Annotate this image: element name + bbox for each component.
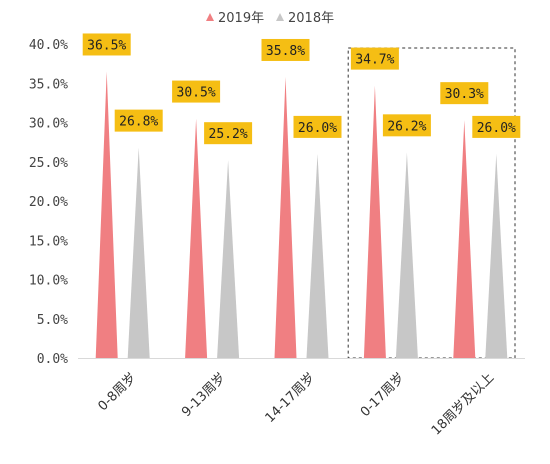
data-label-text: 30.5%	[177, 86, 216, 101]
data-label: 26.8%	[114, 109, 163, 132]
data-label-text: 34.7%	[355, 53, 394, 68]
data-label-text: 26.8%	[119, 115, 158, 130]
bars	[95, 71, 508, 359]
x-axis: 0-8周岁 9-13周岁 14-17周岁 0-17周岁 18周岁及以上	[78, 358, 525, 438]
bar-series-2018	[127, 147, 150, 358]
data-label-box	[82, 33, 131, 56]
bar-series-2019	[185, 118, 208, 358]
bar-series-2019	[95, 71, 118, 358]
data-label-box	[293, 115, 342, 138]
y-tick-label: 30.0%	[29, 117, 68, 132]
bar-series-2018	[485, 153, 508, 358]
data-label-text: 25.2%	[209, 127, 248, 142]
bar-series-2019	[453, 120, 476, 359]
data-label-box	[440, 82, 489, 105]
data-label-text: 26.0%	[477, 121, 516, 136]
data-label: 35.8%	[261, 38, 310, 61]
data-label-box	[114, 109, 163, 132]
data-label: 30.3%	[440, 82, 489, 105]
y-tick-label: 25.0%	[29, 156, 68, 171]
bar-series-2019	[274, 76, 297, 358]
data-label-text: 35.8%	[266, 44, 305, 59]
y-tick-label: 0.0%	[37, 352, 68, 367]
data-label-text: 30.3%	[445, 87, 484, 102]
bar-series-2018	[217, 160, 240, 358]
bar-series-2018	[306, 153, 329, 358]
data-label: 30.5%	[172, 80, 221, 103]
legend-marker-icon	[206, 13, 214, 21]
data-label-box	[204, 122, 253, 145]
data-label-box	[382, 114, 431, 137]
legend-marker-icon	[276, 13, 284, 21]
y-tick-label: 5.0%	[37, 313, 68, 328]
data-label: 25.2%	[204, 122, 253, 145]
data-label: 26.0%	[472, 115, 521, 138]
y-tick-label: 20.0%	[29, 195, 68, 210]
x-category-label: 9-13周岁	[179, 370, 229, 420]
data-label-box	[172, 80, 221, 103]
bar-series-2018	[395, 152, 418, 358]
bar-series-2019	[363, 85, 386, 358]
data-label-text: 26.0%	[298, 121, 337, 136]
data-label: 34.7%	[350, 47, 399, 70]
data-label: 26.0%	[293, 115, 342, 138]
legend-label: 2019年	[218, 11, 264, 26]
y-axis: 0.0% 5.0% 10.0% 15.0% 20.0% 25.0% 30.0% 35.0% 40…	[29, 38, 68, 367]
data-label-text: 36.5%	[87, 38, 126, 53]
y-tick-label: 10.0%	[29, 274, 68, 289]
data-labels: 36.5% 30.5% 35.8% 34.7% 30.3% 26.8% 25.2% 26.0%…	[82, 33, 521, 145]
data-label-box	[261, 38, 310, 61]
data-label-box	[350, 47, 399, 70]
y-tick-label: 35.0%	[29, 77, 68, 92]
x-category-label: 18周岁及以上	[429, 370, 497, 438]
data-label-box	[472, 115, 521, 138]
x-category-label: 14-17周岁	[263, 370, 319, 426]
data-label: 36.5%	[82, 33, 131, 56]
data-label-text: 26.2%	[387, 119, 426, 134]
legend: 2019年 2018年	[206, 11, 334, 26]
y-tick-label: 15.0%	[29, 234, 68, 249]
x-category-label: 0-17周岁	[358, 370, 408, 420]
legend-label: 2018年	[288, 11, 334, 26]
x-category-label: 0-8周岁	[96, 370, 140, 414]
y-tick-label: 40.0%	[29, 38, 68, 53]
data-label: 26.2%	[382, 114, 431, 137]
